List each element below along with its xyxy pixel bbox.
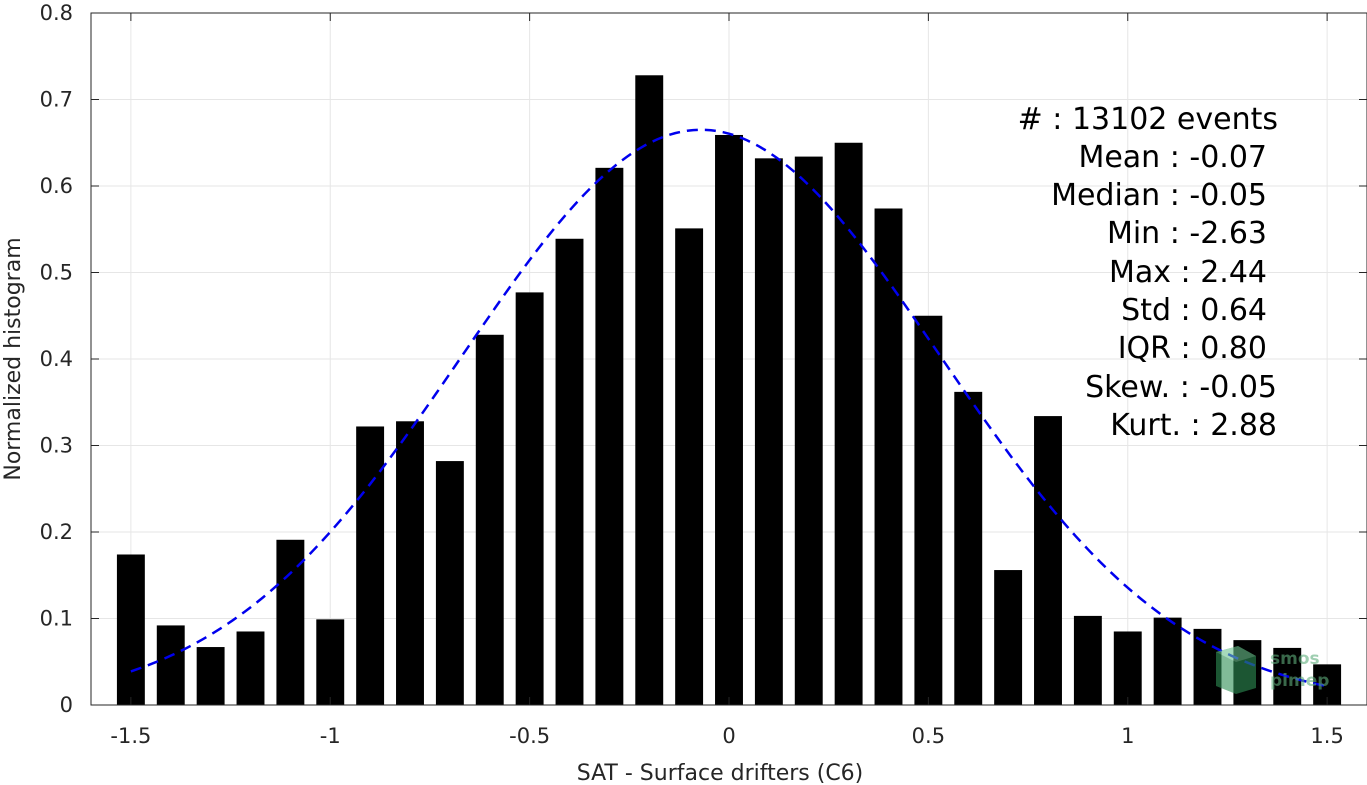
x-tick-label: -1 — [320, 724, 341, 748]
x-tick-label: 1.5 — [1310, 724, 1343, 748]
histogram-bar — [754, 158, 783, 705]
y-tick-label: 0.3 — [40, 434, 73, 458]
histogram-bar — [276, 539, 305, 705]
y-tick-label: 0.7 — [40, 88, 73, 112]
x-tick-label: 0.5 — [912, 724, 945, 748]
histogram-bar — [715, 134, 743, 706]
histogram-bar — [635, 75, 664, 705]
histogram-bar — [396, 421, 424, 705]
histogram-bar — [156, 625, 185, 705]
y-tick-label: 0.2 — [40, 520, 73, 544]
smos-pimep-logo: smos pimep — [1216, 646, 1329, 694]
histogram-bar — [794, 156, 823, 706]
histogram-bar — [1153, 617, 1182, 705]
stat-iqr: IQR : 0.80 — [1118, 331, 1267, 366]
stat-min: Min : -2.63 — [1107, 216, 1267, 251]
histogram-bar — [316, 619, 345, 705]
histogram-bar — [435, 461, 464, 705]
histogram-bar — [675, 228, 704, 705]
histogram-bar — [356, 426, 385, 705]
histogram-bar — [555, 238, 584, 705]
y-tick-label: 0.4 — [40, 347, 73, 371]
histogram-bar — [116, 554, 145, 705]
histogram-bar — [914, 315, 943, 705]
x-tick-label: -1.5 — [110, 724, 151, 748]
stat-skewness: Skew. : -0.05 — [1085, 370, 1277, 405]
histogram-bar — [1113, 631, 1142, 705]
stat-std: Std : 0.64 — [1121, 293, 1267, 328]
x-tick-label: 0 — [722, 724, 735, 748]
stat-median: Median : -0.05 — [1051, 178, 1267, 213]
histogram-bar — [236, 631, 265, 705]
stat-events: # : 13102 events — [1018, 102, 1278, 137]
x-tick-label: 1 — [1121, 724, 1134, 748]
histogram-bar — [994, 570, 1023, 705]
histogram-bar — [1073, 615, 1102, 705]
y-tick-label: 0.5 — [40, 261, 73, 285]
y-tick-label: 0.6 — [40, 174, 73, 198]
fit-curve-layer — [130, 128, 1328, 688]
stat-kurtosis: Kurt. : 2.88 — [1110, 408, 1277, 443]
x-tick-label: -0.5 — [509, 724, 550, 748]
histogram-bar — [196, 647, 225, 705]
histogram-bar — [834, 142, 863, 705]
gaussian-fit-curve — [130, 128, 1328, 688]
logo-line-1: smos — [1270, 649, 1320, 669]
statistics-box: # : 13102 events Mean : -0.07 Median : -… — [1018, 102, 1278, 443]
histogram-bars — [116, 75, 1342, 706]
stat-mean: Mean : -0.07 — [1078, 140, 1267, 175]
stat-max: Max : 2.44 — [1109, 255, 1267, 290]
histogram-bar — [595, 167, 624, 705]
y-tick-label: 0.1 — [40, 607, 73, 631]
histogram-bar — [874, 208, 903, 706]
y-tick-label: 0.8 — [40, 1, 73, 25]
histogram-bar — [1034, 416, 1062, 705]
histogram-bar — [475, 334, 504, 705]
histogram-bar — [515, 292, 544, 705]
y-tick-label: 0 — [60, 693, 73, 717]
axis-ticks: -1.5 -1 -0.5 0 0.5 1 1.5 0 0.1 0.2 0.3 0.4 0.5 0.6 0.7… — [40, 1, 1367, 748]
histogram-bar — [954, 391, 983, 705]
y-axis-label: Normalized histogram — [1, 237, 26, 480]
logo-cube-top — [1216, 646, 1256, 662]
x-axis-label: SAT - Surface drifters (C6) — [577, 761, 864, 785]
logo-line-2: pimep — [1270, 671, 1329, 691]
